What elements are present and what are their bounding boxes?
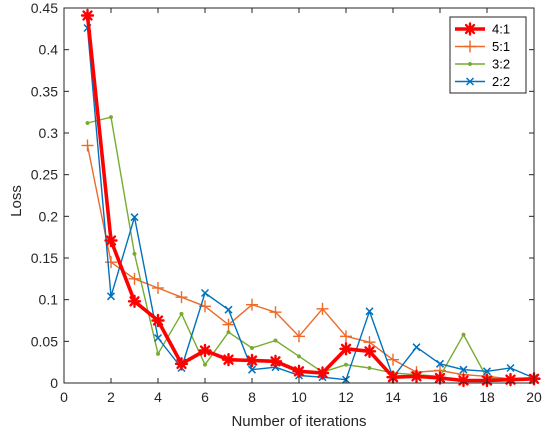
y-tick-label: 0.25 (31, 167, 58, 183)
data-point (198, 343, 212, 358)
data-point (246, 298, 258, 311)
series-line (87, 116, 535, 381)
x-tick-label: 10 (291, 389, 307, 405)
data-point (482, 367, 492, 376)
series-line (86, 27, 535, 381)
legend-label: 2:2 (492, 74, 510, 89)
x-tick-label: 2 (107, 389, 115, 405)
data-point (387, 353, 399, 366)
data-point (132, 251, 137, 256)
legend-entry-3-2: 3:2 (455, 57, 510, 72)
axes-layer: 0 2 4 6 8 10 12 14 16 18 20 0 0.05 0.1 0.15 0.2 0.25 0.3 0… (31, 0, 542, 405)
y-tick-label: 0.15 (31, 250, 58, 266)
y-axis-label: Loss (8, 185, 25, 217)
legend-label: 4:1 (492, 22, 510, 37)
data-point (108, 115, 114, 120)
data-point (269, 306, 282, 319)
data-point (175, 291, 188, 304)
y-tick-label: 0.1 (39, 292, 59, 308)
data-point (315, 366, 330, 380)
series-2-2 (83, 23, 539, 384)
plot-layer (80, 8, 541, 388)
data-point (174, 357, 189, 371)
x-tick-label: 0 (60, 389, 68, 405)
y-tick-label: 0.4 (39, 42, 59, 58)
data-point (202, 362, 208, 367)
data-point (153, 333, 163, 343)
data-point (343, 362, 349, 367)
data-point (435, 359, 445, 368)
data-point (316, 302, 329, 315)
data-point (130, 213, 139, 222)
legend-label: 3:2 (492, 57, 510, 72)
data-point (506, 363, 515, 373)
x-tick-label: 20 (526, 389, 542, 405)
data-point (104, 233, 118, 248)
legend-entry-4-1: 4:1 (455, 22, 510, 37)
legend-entry-5-1: 5:1 (455, 39, 510, 54)
data-point (340, 330, 352, 343)
data-point (459, 365, 468, 374)
data-point (412, 343, 421, 352)
data-point (151, 313, 165, 328)
x-tick-label: 16 (432, 389, 448, 405)
y-tick-label: 0.05 (31, 333, 58, 349)
data-point (292, 364, 306, 379)
data-point (456, 373, 471, 388)
y-tick-label: 0 (50, 375, 58, 391)
data-point (224, 305, 233, 314)
legend: 4:1 5:1 3:2 2:2 (449, 16, 527, 94)
data-point (367, 365, 372, 371)
data-point (221, 352, 236, 367)
data-point (155, 351, 161, 356)
y-tick-label: 0.45 (31, 0, 58, 16)
data-point (222, 318, 235, 331)
data-point (179, 311, 184, 316)
x-axis-label: Number of iterations (231, 413, 366, 430)
data-point (245, 353, 259, 368)
y-tick-label: 0.2 (39, 208, 59, 224)
data-point (85, 120, 90, 126)
data-point (127, 294, 142, 309)
data-point (268, 354, 283, 369)
data-point (362, 344, 377, 359)
data-point (200, 288, 210, 298)
data-point (409, 369, 424, 384)
data-point (461, 332, 466, 337)
y-tick-label: 0.3 (39, 125, 59, 141)
legend-entry-2-2: 2:2 (455, 74, 510, 89)
data-point (80, 8, 95, 23)
x-tick-label: 18 (479, 389, 495, 405)
data-point (296, 354, 302, 359)
data-point (293, 330, 305, 343)
x-tick-label: 12 (338, 389, 354, 405)
data-point (247, 365, 257, 374)
x-tick-label: 8 (248, 389, 256, 405)
legend-label: 5:1 (492, 39, 510, 54)
x-tick-label: 6 (201, 389, 209, 405)
data-point (365, 307, 374, 316)
data-point (152, 282, 164, 294)
data-point (105, 256, 117, 269)
data-point (81, 139, 94, 152)
data-point (273, 338, 278, 343)
data-point (106, 292, 116, 301)
y-tick-label: 0.35 (31, 83, 58, 99)
data-point (128, 272, 141, 285)
data-point (249, 345, 255, 351)
x-tick-label: 4 (154, 389, 162, 405)
x-tick-label: 14 (385, 389, 401, 405)
data-point (226, 330, 231, 335)
data-point (503, 372, 518, 387)
data-point (339, 342, 353, 356)
